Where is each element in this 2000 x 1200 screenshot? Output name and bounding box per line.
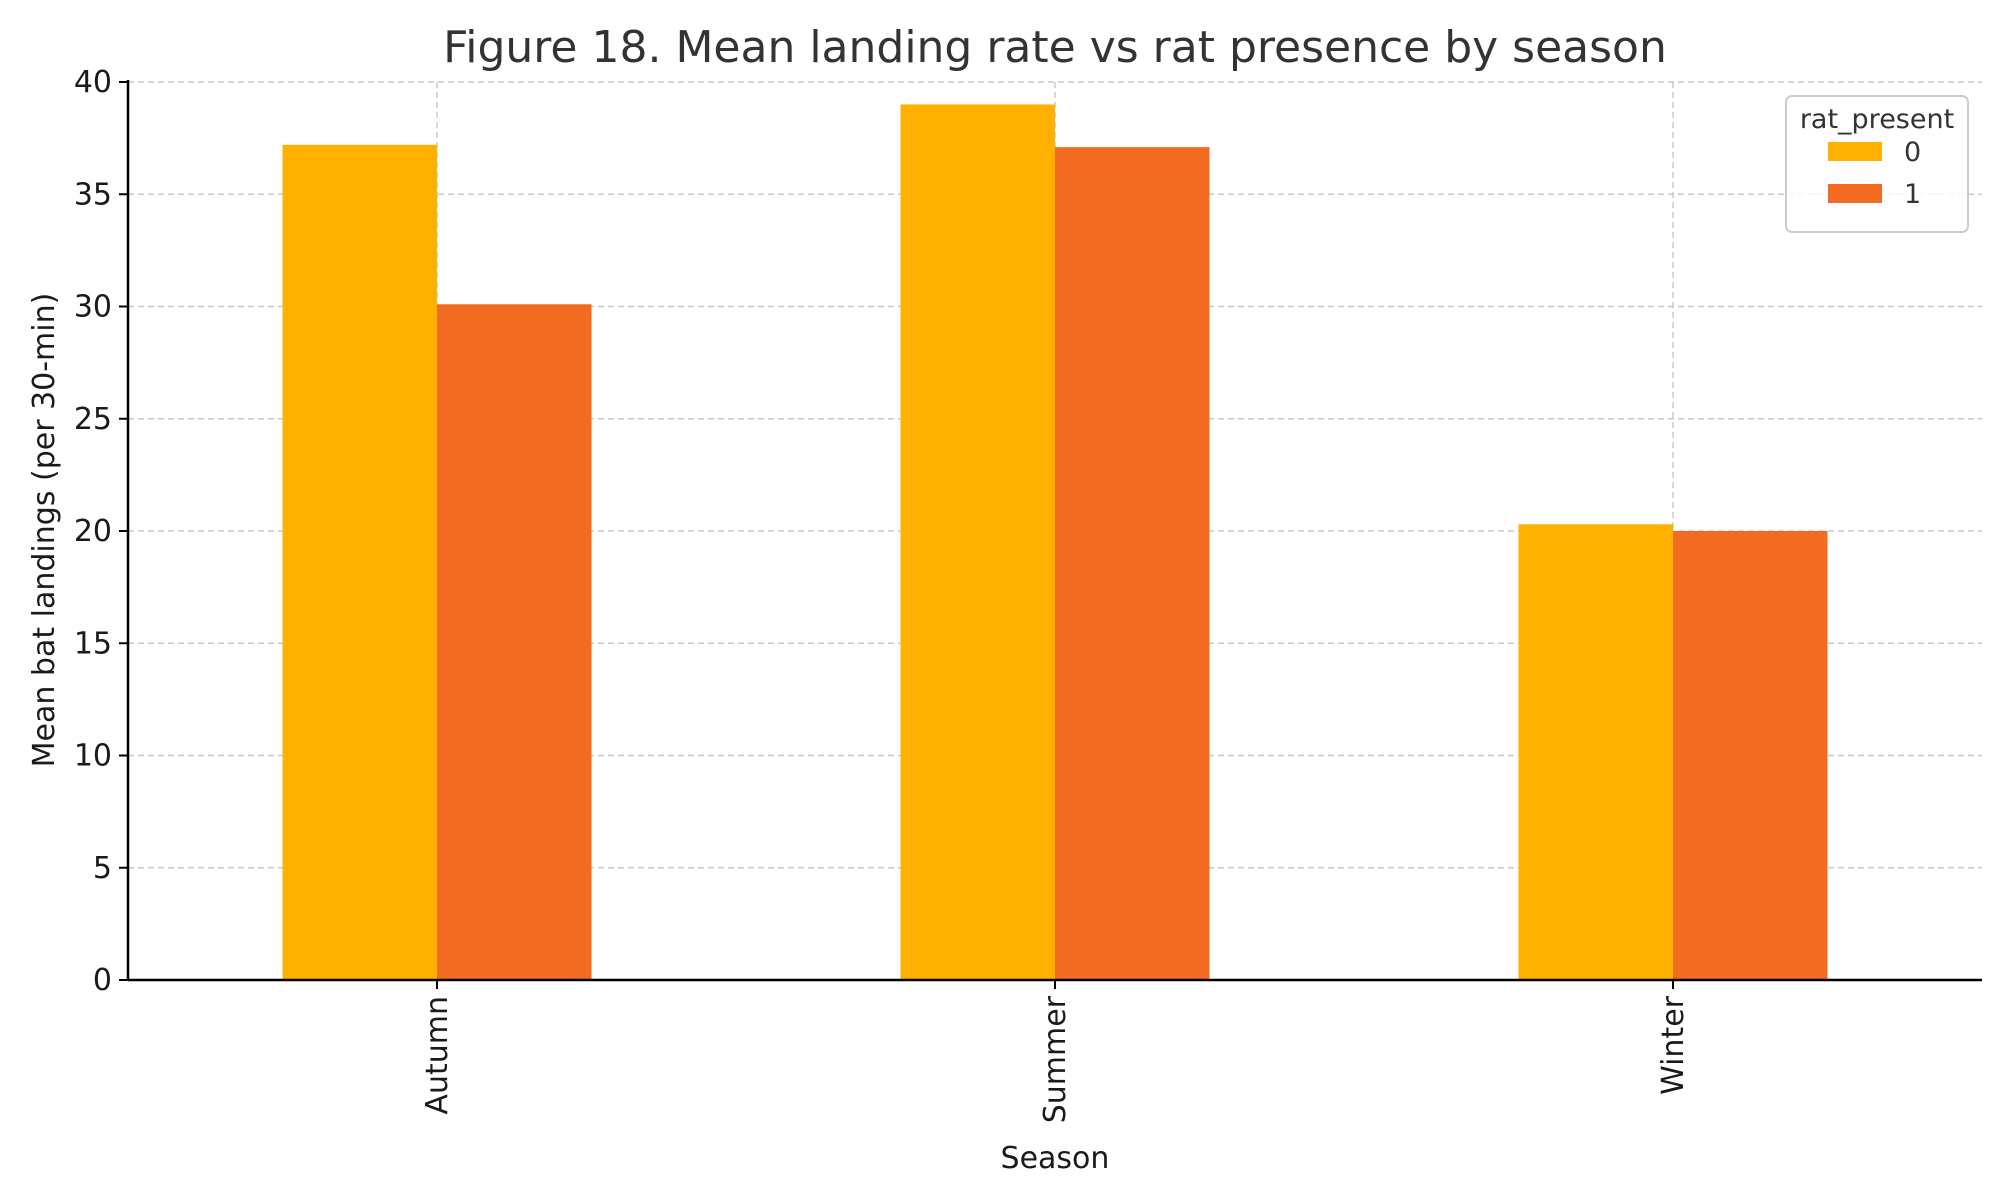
bar-autumn-series-1 [437, 304, 592, 980]
bar-summer-series-1 [1055, 147, 1210, 981]
x-tick-label: Summer [1038, 995, 1073, 1123]
chart-title: Figure 18. Mean landing rate vs rat pres… [443, 22, 1667, 73]
legend: rat_present 01 [1785, 95, 1969, 233]
legend-items: 01 [1828, 137, 1921, 210]
tick-labels: 0 5 10 15 20 25 30 35 40 Autumn Summer Winter [74, 65, 1691, 1123]
legend-label-series-1: 1 [1904, 179, 1921, 210]
bar-winter-series-0 [1518, 524, 1673, 980]
y-tick-label: 15 [74, 626, 112, 661]
bar-winter-series-1 [1673, 531, 1828, 980]
x-tick-label: Autumn [420, 996, 455, 1115]
legend-swatch-series-1 [1828, 184, 1882, 203]
y-tick-label: 20 [74, 514, 112, 549]
y-tick-label: 40 [74, 65, 112, 100]
y-tick-label: 5 [93, 851, 112, 886]
y-axis-label: Mean bat landings (per 30-min) [27, 293, 62, 768]
y-tick-label: 35 [74, 177, 112, 212]
x-axis-label: Season [1001, 1141, 1110, 1176]
legend-label-series-0: 0 [1904, 137, 1921, 168]
y-tick-label: 0 [93, 963, 112, 998]
y-tick-label: 10 [74, 739, 112, 774]
bar-summer-series-0 [900, 104, 1055, 980]
x-tick-label: Winter [1656, 995, 1691, 1095]
y-tick-label: 25 [74, 402, 112, 437]
bar-autumn-series-0 [282, 144, 437, 981]
axes [119, 80, 1982, 989]
legend-title: rat_present [1800, 104, 1954, 135]
legend-swatch-series-0 [1828, 142, 1882, 161]
bars [282, 104, 1828, 981]
y-tick-label: 30 [74, 290, 112, 325]
